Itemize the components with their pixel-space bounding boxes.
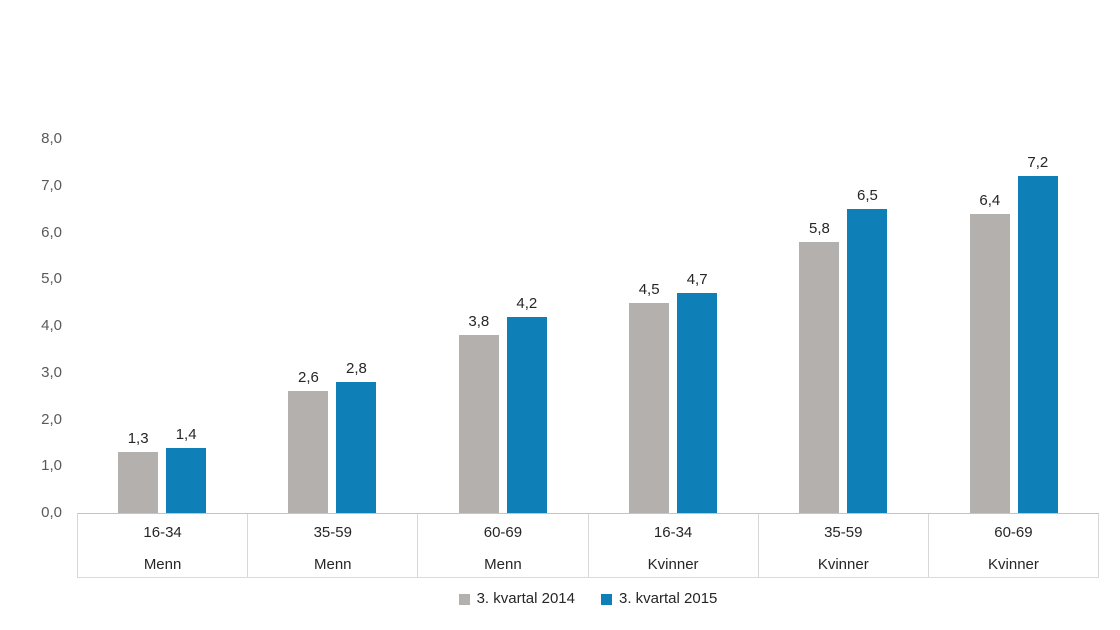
bar-value-label: 2,8 [346, 360, 367, 378]
bar-value-label: 1,4 [175, 425, 197, 443]
category-age-label: 16-34 [143, 524, 182, 541]
bar-group: 3,8 4,2 [418, 139, 588, 513]
bar-value-label: 4,5 [638, 280, 660, 298]
category-cell: 60-69 Menn [418, 514, 589, 577]
bar-group: 4,5 4,7 [588, 139, 758, 513]
bar-with-label: 2,6 [288, 369, 329, 513]
bar-value-label: 7,2 [1027, 154, 1049, 172]
bar-2015 [847, 209, 888, 513]
category-gender-label: Menn [143, 556, 182, 573]
bar-value-label: 4,2 [516, 294, 538, 312]
category-gender-label: Kvinner [817, 556, 869, 573]
y-tick-label: 4,0 [41, 317, 62, 334]
bar-value-label: 6,5 [857, 187, 878, 205]
y-tick-label: 0,0 [41, 504, 62, 521]
category-cell: 60-69 Kvinner [929, 514, 1100, 577]
bar-2014 [288, 391, 329, 513]
y-axis-tick-labels: 8,0 7,0 6,0 5,0 4,0 3,0 2,0 1,0 0,0 [0, 130, 62, 521]
legend-label: 3. kvartal 2015 [619, 590, 718, 607]
category-age-label: 35-59 [824, 524, 863, 541]
bar-value-label: 1,3 [127, 430, 149, 448]
bar-2014 [629, 302, 670, 513]
bar-with-label: 1,4 [166, 425, 207, 513]
y-tick-label: 6,0 [41, 223, 62, 241]
bar-group: 6,4 7,2 [929, 139, 1099, 513]
bar-group: 1,3 1,4 [77, 139, 247, 513]
legend-color-swatch-icon [458, 593, 470, 605]
bar-with-label: 4,7 [677, 271, 718, 513]
bar-value-label: 2,6 [298, 369, 319, 387]
category-age-label: 60-69 [483, 524, 523, 541]
bar-value-label: 4,7 [686, 271, 708, 289]
category-cell: 35-59 Kvinner [759, 514, 929, 577]
category-gender-label: Menn [484, 556, 522, 573]
y-tick-label: 1,0 [41, 457, 62, 475]
bar-group: 2,6 2,8 [247, 139, 417, 513]
bar-2015 [166, 447, 207, 513]
category-cell: 16-34 Menn [78, 514, 249, 577]
bar-value-label: 5,8 [809, 219, 830, 237]
bar-2014 [458, 335, 499, 513]
bar-value-label: 3,8 [468, 313, 490, 331]
legend-item-2015: 3. kvartal 2015 [601, 590, 717, 608]
bar-2015 [336, 382, 377, 513]
legend-label: 3. kvartal 2014 [476, 590, 575, 607]
bar-with-label: 3,8 [458, 313, 499, 513]
category-cell: 35-59 Menn [248, 514, 419, 577]
legend-item-2014: 3. kvartal 2014 [458, 590, 575, 608]
category-cell: 16-34 Kvinner [589, 514, 759, 577]
bar-2015 [1017, 176, 1058, 513]
bar-2014 [969, 213, 1010, 513]
y-tick-label: 7,0 [41, 176, 62, 194]
category-gender-label: Menn [313, 556, 352, 573]
category-age-label: 60-69 [994, 524, 1033, 541]
bar-value-label: 6,4 [979, 191, 1001, 209]
y-tick-label: 2,0 [41, 410, 62, 428]
bar-2015 [506, 316, 547, 513]
legend: 3. kvartal 2014 3. kvartal 2015 [77, 590, 1099, 608]
legend-color-swatch-icon [601, 593, 612, 605]
category-gender-label: Kvinner [647, 556, 699, 573]
category-age-label: 35-59 [313, 524, 352, 541]
bar-with-label: 5,8 [799, 219, 840, 513]
plot-area: 1,3 1,4 2,6 2,8 3,8 4,2 4,5 4,7 5,8 6,5 6,4 7,2 [77, 139, 1099, 513]
y-tick-label: 3,0 [41, 363, 62, 381]
y-tick-label: 5,0 [41, 270, 62, 288]
bar-2015 [677, 293, 718, 513]
bar-with-label: 4,5 [629, 280, 670, 513]
y-tick-label: 8,0 [41, 130, 62, 147]
bar-2014 [799, 241, 840, 513]
bar-group: 5,8 6,5 [758, 139, 928, 513]
bar-2014 [118, 452, 159, 513]
bar-with-label: 4,2 [506, 294, 547, 513]
category-gender-label: Kvinner [988, 556, 1039, 573]
bar-with-label: 1,3 [118, 430, 159, 513]
bar-with-label: 2,8 [336, 360, 377, 513]
category-age-label: 16-34 [653, 524, 693, 541]
bar-with-label: 6,5 [847, 187, 888, 513]
bar-with-label: 7,2 [1017, 154, 1058, 513]
bar-with-label: 6,4 [969, 191, 1010, 513]
x-axis-category-table: 16-34 Menn 35-59 Menn 60-69 Menn 16-34 Kvinner 3… [77, 513, 1100, 578]
